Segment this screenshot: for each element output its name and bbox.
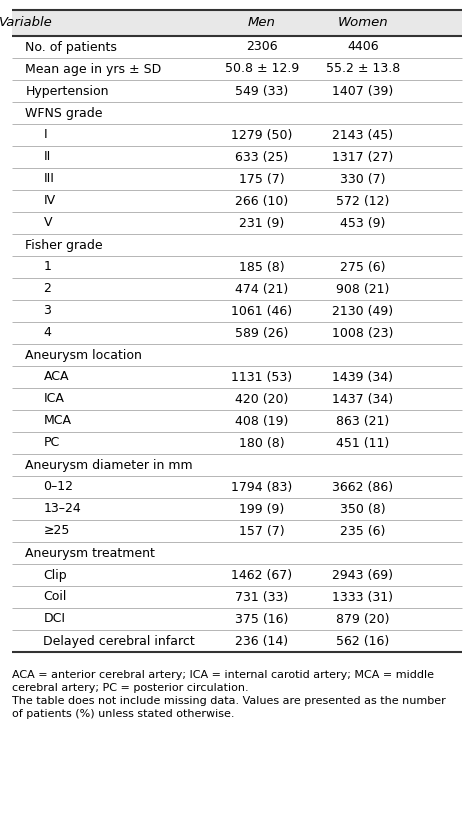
Text: Delayed cerebral infarct: Delayed cerebral infarct	[44, 634, 195, 648]
Text: 157 (7): 157 (7)	[239, 525, 284, 538]
Text: 231 (9): 231 (9)	[239, 216, 284, 229]
Text: II: II	[44, 150, 51, 163]
Text: Aneurysm location: Aneurysm location	[26, 348, 142, 361]
Text: 1439 (34): 1439 (34)	[332, 370, 393, 384]
Text: No. of patients: No. of patients	[26, 40, 118, 54]
Text: 1407 (39): 1407 (39)	[332, 84, 393, 97]
Text: 2306: 2306	[246, 40, 278, 54]
Text: 55.2 ± 13.8: 55.2 ± 13.8	[326, 63, 400, 76]
Text: 562 (16): 562 (16)	[337, 634, 390, 648]
Text: of patients (%) unless stated otherwise.: of patients (%) unless stated otherwise.	[12, 709, 235, 719]
Text: III: III	[44, 172, 55, 186]
Text: Men: Men	[248, 16, 276, 30]
Text: 451 (11): 451 (11)	[337, 436, 390, 450]
Text: Women: Women	[337, 16, 388, 30]
Text: 350 (8): 350 (8)	[340, 502, 386, 516]
Text: 2143 (45): 2143 (45)	[332, 129, 393, 142]
Text: Clip: Clip	[44, 568, 67, 582]
Text: 4406: 4406	[347, 40, 379, 54]
Text: 1131 (53): 1131 (53)	[231, 370, 292, 384]
Text: cerebral artery; PC = posterior circulation.: cerebral artery; PC = posterior circulat…	[12, 683, 249, 693]
Bar	[12, 10, 462, 36]
Text: 474 (21): 474 (21)	[235, 282, 288, 295]
Text: 375 (16): 375 (16)	[235, 612, 289, 625]
Text: Hypertension: Hypertension	[26, 84, 109, 97]
Text: 863 (21): 863 (21)	[337, 414, 390, 427]
Text: 731 (33): 731 (33)	[235, 591, 288, 604]
Text: 1: 1	[44, 261, 51, 274]
Text: 1317 (27): 1317 (27)	[332, 150, 393, 163]
Text: Mean age in yrs ± SD: Mean age in yrs ± SD	[26, 63, 162, 76]
Text: 908 (21): 908 (21)	[337, 282, 390, 295]
Text: 0–12: 0–12	[44, 480, 73, 493]
Text: 2: 2	[44, 282, 51, 295]
Text: 572 (12): 572 (12)	[337, 195, 390, 208]
Text: MCA: MCA	[44, 414, 72, 427]
Text: 589 (26): 589 (26)	[235, 327, 289, 340]
Text: Fisher grade: Fisher grade	[26, 238, 103, 252]
Text: 549 (33): 549 (33)	[235, 84, 288, 97]
Text: PC: PC	[44, 436, 60, 450]
Text: 235 (6): 235 (6)	[340, 525, 386, 538]
Text: 1061 (46): 1061 (46)	[231, 304, 292, 318]
Text: I: I	[44, 129, 47, 142]
Text: 2943 (69): 2943 (69)	[332, 568, 393, 582]
Text: 185 (8): 185 (8)	[239, 261, 284, 274]
Text: 13–24: 13–24	[44, 502, 81, 516]
Text: 2130 (49): 2130 (49)	[332, 304, 393, 318]
Text: 1279 (50): 1279 (50)	[231, 129, 292, 142]
Text: 4: 4	[44, 327, 51, 340]
Text: ACA: ACA	[44, 370, 69, 384]
Text: 408 (19): 408 (19)	[235, 414, 289, 427]
Text: Variable: Variable	[0, 16, 52, 30]
Text: 236 (14): 236 (14)	[235, 634, 288, 648]
Text: 180 (8): 180 (8)	[239, 436, 284, 450]
Text: 275 (6): 275 (6)	[340, 261, 386, 274]
Text: IV: IV	[44, 195, 55, 208]
Text: Aneurysm diameter in mm: Aneurysm diameter in mm	[26, 459, 193, 472]
Text: 199 (9): 199 (9)	[239, 502, 284, 516]
Text: 633 (25): 633 (25)	[235, 150, 288, 163]
Text: 420 (20): 420 (20)	[235, 393, 289, 406]
Text: 3662 (86): 3662 (86)	[332, 480, 393, 493]
Text: ≥25: ≥25	[44, 525, 70, 538]
Text: 453 (9): 453 (9)	[340, 216, 386, 229]
Text: 1008 (23): 1008 (23)	[332, 327, 394, 340]
Text: V: V	[44, 216, 52, 229]
Text: Coil: Coil	[44, 591, 67, 604]
Text: Aneurysm treatment: Aneurysm treatment	[26, 546, 155, 559]
Text: 266 (10): 266 (10)	[235, 195, 288, 208]
Text: ICA: ICA	[44, 393, 64, 406]
Text: WFNS grade: WFNS grade	[26, 106, 103, 120]
Text: 879 (20): 879 (20)	[336, 612, 390, 625]
Text: 1437 (34): 1437 (34)	[332, 393, 393, 406]
Text: 3: 3	[44, 304, 51, 318]
Text: The table does not include missing data. Values are presented as the number: The table does not include missing data.…	[12, 696, 446, 706]
Text: 1794 (83): 1794 (83)	[231, 480, 292, 493]
Text: ACA = anterior cerebral artery; ICA = internal carotid artery; MCA = middle: ACA = anterior cerebral artery; ICA = in…	[12, 670, 434, 680]
Text: 1462 (67): 1462 (67)	[231, 568, 292, 582]
Text: 1333 (31): 1333 (31)	[332, 591, 393, 604]
Text: 50.8 ± 12.9: 50.8 ± 12.9	[225, 63, 299, 76]
Text: 175 (7): 175 (7)	[239, 172, 284, 186]
Text: DCI: DCI	[44, 612, 65, 625]
Text: 330 (7): 330 (7)	[340, 172, 386, 186]
